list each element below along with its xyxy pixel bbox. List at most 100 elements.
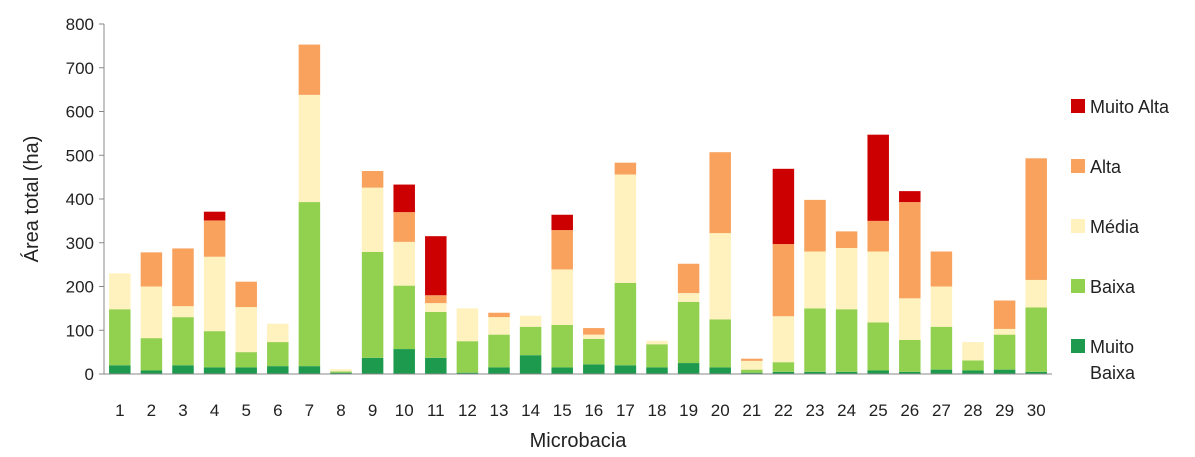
bar-segment	[425, 303, 447, 312]
x-tick-label: 20	[711, 401, 730, 420]
bar-segment	[235, 281, 257, 308]
bar-segment	[835, 309, 858, 372]
y-axis-ticks: 0 100 200 300 400 500 600 700 800	[66, 15, 104, 384]
bar-segment	[551, 230, 573, 270]
bar-segment	[140, 286, 163, 339]
x-tick-label: 17	[616, 401, 635, 420]
y-axis-title: Área total (ha)	[20, 136, 43, 263]
bar-segment	[361, 171, 384, 188]
bar-segment	[140, 252, 163, 287]
x-tick-label: 26	[900, 401, 919, 420]
bar-segment	[583, 328, 605, 335]
x-tick-label: 13	[490, 401, 509, 420]
bar-segment	[772, 244, 795, 317]
bars-layer	[109, 44, 1047, 374]
bar-segment	[993, 334, 1016, 370]
bar-segment	[583, 334, 605, 339]
bar-segment	[835, 371, 858, 374]
bar-segment	[962, 360, 984, 371]
bar-segment	[172, 365, 194, 374]
legend-swatch	[1071, 339, 1085, 353]
y-tick-label: 800	[66, 15, 94, 34]
y-tick-label: 600	[66, 103, 94, 122]
bar-segment	[993, 328, 1016, 335]
bar-segment	[930, 326, 953, 370]
bar-segment	[899, 298, 921, 340]
bar-segment	[488, 367, 510, 374]
bar-segment	[425, 311, 447, 358]
legend-label: Muito Alta	[1090, 97, 1170, 117]
y-tick-label: 100	[66, 321, 94, 340]
bar-segment	[109, 309, 131, 366]
bar-segment	[741, 372, 763, 374]
bar-segment	[551, 269, 573, 325]
bar-segment	[203, 220, 226, 257]
bar-segment	[456, 341, 479, 373]
bar-segment	[456, 308, 479, 342]
bar-segment	[235, 307, 257, 353]
bar-segment	[867, 322, 889, 371]
bar-segment	[899, 339, 921, 372]
bar-segment	[962, 342, 984, 361]
legend-swatch	[1071, 159, 1085, 173]
bar-segment	[109, 273, 131, 310]
bar-segment	[393, 212, 415, 242]
x-tick-label: 2	[147, 401, 156, 420]
legend-label: Média	[1090, 217, 1140, 237]
x-tick-label: 19	[679, 401, 698, 420]
bar-segment	[899, 191, 921, 203]
x-axis-ticks: 1 2 3 4 5 6 7 8 9 10 11 12 13 14 15 16 17 18 19 20 21 22 23 24 2…	[115, 401, 1046, 420]
x-tick-label: 6	[273, 401, 282, 420]
legend-label: Muito Baixa	[1090, 337, 1136, 383]
bar-segment	[930, 369, 953, 374]
bar-segment	[993, 369, 1016, 374]
bar-segment	[361, 251, 384, 358]
bar-segment	[772, 362, 795, 372]
legend-swatch	[1071, 99, 1085, 113]
bar-segment	[1025, 307, 1047, 372]
bar-segment	[930, 251, 953, 287]
x-tick-label: 5	[241, 401, 250, 420]
bar-segment	[709, 367, 731, 374]
bar-segment	[772, 168, 795, 245]
bar-segment	[140, 370, 163, 374]
bar-segment	[804, 199, 826, 252]
bar-segment	[867, 220, 889, 252]
bar-segment	[1025, 371, 1047, 374]
bar-segment	[330, 371, 352, 373]
bar-segment	[677, 293, 700, 302]
x-tick-label: 21	[742, 401, 761, 420]
y-tick-label: 300	[66, 234, 94, 253]
bar-segment	[267, 366, 289, 374]
bar-segment	[425, 357, 447, 374]
bar-segment	[393, 241, 415, 286]
bar-segment	[867, 251, 889, 323]
bar-segment	[867, 370, 889, 374]
bar-segment	[203, 256, 226, 332]
bar-segment	[519, 326, 542, 356]
legend-label: Baixa	[1090, 277, 1136, 297]
x-tick-label: 30	[1027, 401, 1046, 420]
bar-segment	[235, 367, 257, 374]
bar-segment	[930, 286, 953, 327]
x-tick-label: 11	[427, 401, 445, 420]
bar-segment	[425, 236, 447, 296]
bar-segment	[267, 323, 289, 343]
bar-segment	[172, 248, 194, 307]
x-tick-label: 8	[336, 401, 345, 420]
bar-segment	[646, 340, 668, 345]
bar-segment	[298, 94, 321, 203]
x-tick-label: 4	[210, 401, 219, 420]
bar-segment	[741, 369, 763, 373]
bar-segment	[867, 134, 889, 221]
y-tick-label: 500	[66, 146, 94, 165]
bar-segment	[772, 316, 795, 363]
x-tick-label: 23	[806, 401, 825, 420]
bar-segment	[614, 162, 637, 175]
bar-segment	[393, 285, 415, 350]
bar-segment	[899, 202, 921, 299]
x-tick-label: 16	[584, 401, 603, 420]
bar-segment	[203, 211, 226, 221]
bar-segment	[519, 355, 542, 374]
x-tick-label: 29	[995, 401, 1014, 420]
